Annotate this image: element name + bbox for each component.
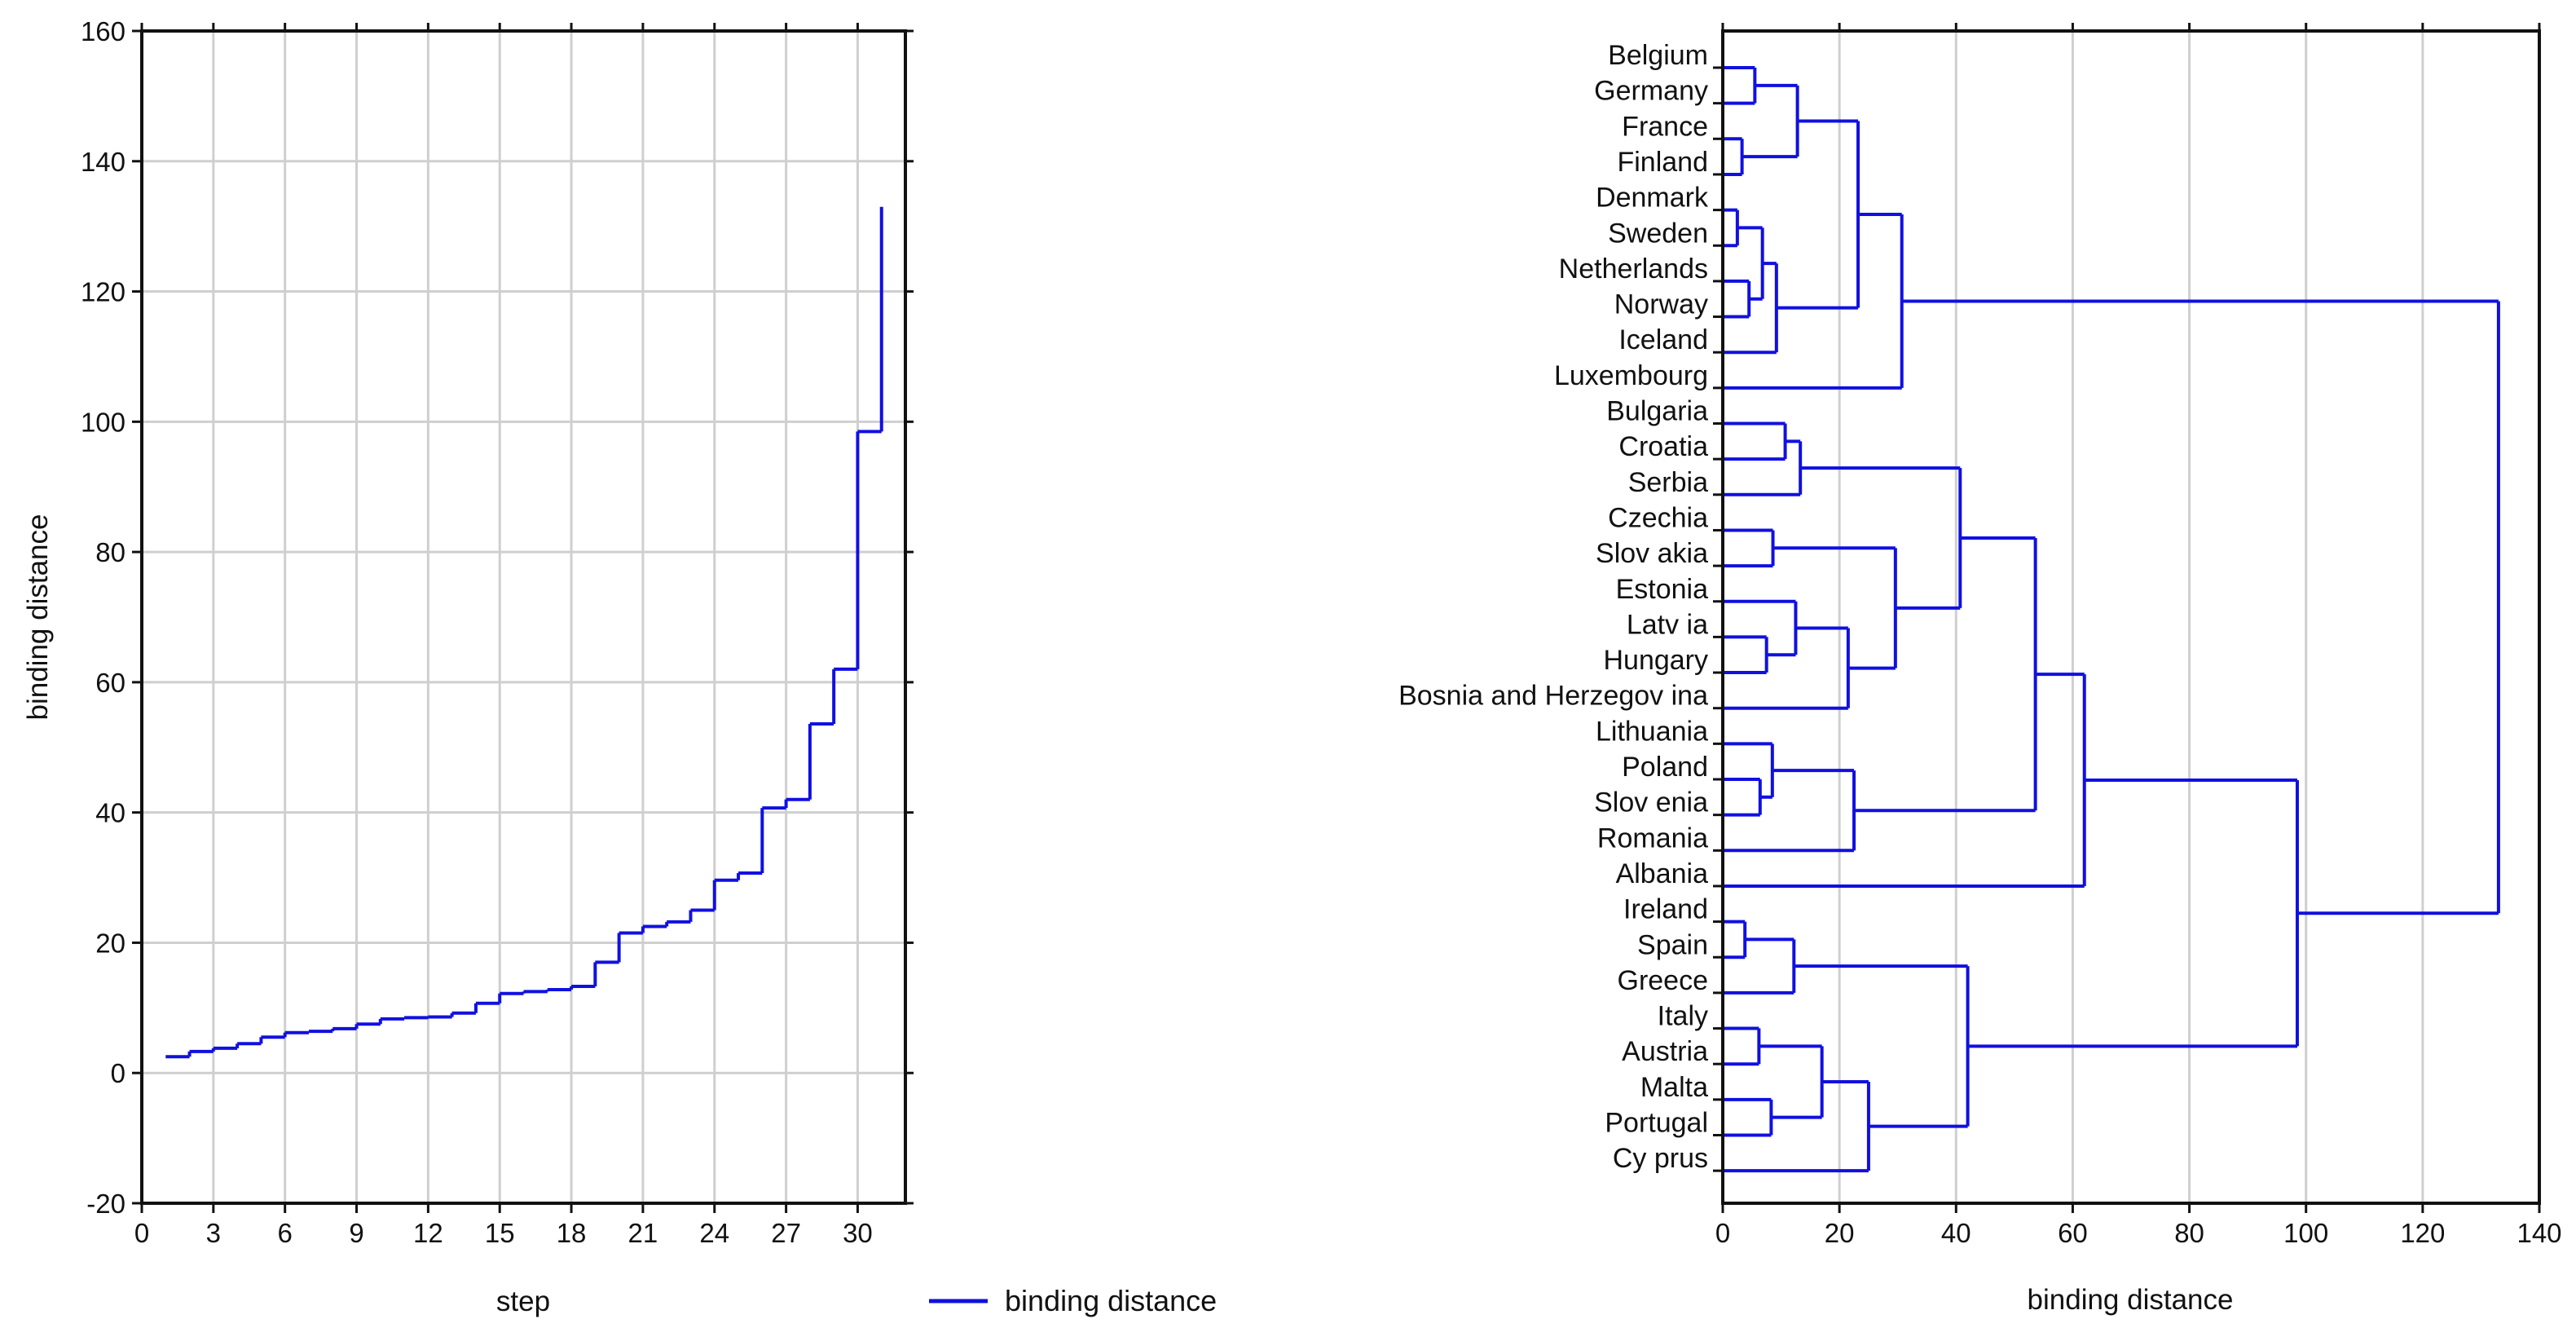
step-chart-x-tick-label: 30	[843, 1218, 873, 1248]
step-chart-x-tick-label: 18	[557, 1218, 587, 1248]
dendrogram-x-tick-label: 120	[2400, 1218, 2445, 1248]
step-chart-x-label: step	[496, 1286, 550, 1317]
dendrogram-leaf-label: Hungary	[1603, 645, 1708, 676]
dendrogram-x-label: binding distance	[2028, 1284, 2234, 1316]
dendrogram-x-tick-label: 100	[2283, 1218, 2328, 1248]
step-chart-y-tick-label: -20	[86, 1189, 125, 1219]
dendrogram-leaf-label: Ireland	[1623, 894, 1708, 925]
dendrogram-leaf-label: Bosnia and Herzegov ina	[1398, 681, 1708, 712]
step-chart-x-tick-label: 12	[413, 1218, 443, 1248]
dendrogram-leaf-label: Iceland	[1618, 324, 1708, 355]
dendrogram-leaf-label: Belgium	[1608, 40, 1708, 71]
step-chart-x-tick-label: 15	[485, 1218, 515, 1248]
dendrogram-x-tick-label: 60	[2058, 1218, 2088, 1248]
dendrogram-leaf-label: Bulgaria	[1606, 396, 1708, 427]
dendrogram-leaf-label: Albania	[1616, 858, 1709, 889]
dendrogram-leaf-label: Spain	[1637, 929, 1708, 960]
dendrogram-leaf-label: Croatia	[1618, 431, 1708, 462]
dendrogram-x-tick-label: 0	[1715, 1218, 1730, 1248]
dendrogram-leaf-label: Serbia	[1628, 467, 1708, 498]
dendrogram-leaf-label: Luxembourg	[1554, 360, 1708, 391]
dendrogram-chart: Belgium Germany France Finland Denmark Sweden…	[1398, 23, 2562, 1316]
dendrogram-leaf-labels: Belgium Germany France Finland Denmark Sweden…	[1398, 40, 1723, 1174]
step-chart-y-tick-label: 40	[95, 798, 125, 828]
dendrogram-leaf-label: Denmark	[1596, 183, 1709, 214]
dendrogram-leaf-label: Austria	[1622, 1036, 1708, 1067]
step-chart-y-tick-label: 0	[111, 1058, 125, 1088]
step-chart-x-tick-label: 21	[628, 1218, 658, 1248]
step-chart-y-label: binding distance	[22, 514, 54, 721]
step-chart-x-tick-label: 9	[349, 1218, 363, 1248]
dendrogram-leaf-label: Slov akia	[1596, 538, 1708, 569]
dendrogram-x-tick-label: 140	[2517, 1218, 2561, 1248]
dendrogram-leaf-label: Slov enia	[1594, 787, 1708, 818]
dendrogram-leaf-label: Norway	[1614, 289, 1708, 320]
dendrogram-x-tick-label: 40	[1941, 1218, 1971, 1248]
step-chart-y-tick-label: 140	[81, 147, 125, 177]
dendrogram-grid	[1838, 31, 2424, 1203]
dendrogram-x-axis: 0 20 40 60 80 100 120 140	[1715, 23, 2562, 1248]
dendrogram-leaf-label: Latv ia	[1627, 609, 1708, 640]
dendrogram-leaf-label: Czechia	[1608, 502, 1708, 533]
dendrogram-leaf-label: Germany	[1594, 76, 1708, 107]
dendrogram-leaf-label: Sweden	[1608, 218, 1708, 249]
legend: binding distance	[929, 1284, 1217, 1317]
step-chart-x-tick-label: 3	[206, 1218, 221, 1248]
step-chart-y-tick-label: 80	[95, 537, 125, 567]
step-chart-x-axis: 0 3 6 9 12 15 18 21 24 27 30	[134, 23, 873, 1248]
dendrogram-leaf-label: Finland	[1617, 147, 1708, 178]
step-chart-y-tick-label: 20	[95, 928, 125, 958]
step-chart-y-tick-label: 60	[95, 668, 125, 698]
step-chart-x-tick-label: 27	[771, 1218, 801, 1248]
step-chart-x-tick-label: 6	[278, 1218, 293, 1248]
dendrogram-x-tick-label: 20	[1825, 1218, 1855, 1248]
dendrogram-x-tick-label: 80	[2174, 1218, 2204, 1248]
dendrogram-leaf-label: Malta	[1640, 1072, 1708, 1103]
step-chart: 0 3 6 9 12 15 18 21 24 27 30 -20 0 20 40 60 80 100 120 140…	[22, 16, 914, 1317]
step-chart-y-tick-label: 160	[81, 16, 125, 46]
dendrogram-leaf-label: Italy	[1658, 1001, 1708, 1032]
step-chart-x-tick-label: 0	[134, 1218, 149, 1248]
dendrogram-leaf-label: Lithuania	[1596, 716, 1708, 747]
dendrogram-frame	[1721, 29, 2541, 1205]
step-chart-frame	[140, 29, 907, 1205]
dendrogram-leaf-label: Portugal	[1605, 1108, 1708, 1139]
step-chart-y-tick-label: 100	[81, 407, 125, 437]
dendrogram-leaf-label: France	[1622, 111, 1708, 142]
dendrogram-leaf-label: Estonia	[1616, 574, 1708, 605]
step-chart-series	[165, 206, 883, 1059]
dendrogram-leaf-label: Cy prus	[1613, 1143, 1708, 1174]
step-chart-x-tick-label: 24	[699, 1218, 729, 1248]
step-chart-y-axis: -20 0 20 40 60 80 100 120 140 160	[81, 16, 914, 1219]
dendrogram-leaf-label: Poland	[1622, 752, 1708, 783]
legend-label: binding distance	[1005, 1284, 1217, 1317]
dendrogram-leaf-label: Greece	[1618, 965, 1709, 996]
dendrogram-leaf-label: Romania	[1597, 823, 1708, 854]
step-chart-grid	[142, 31, 905, 1203]
dendrogram-leaf-label: Netherlands	[1559, 254, 1708, 285]
step-chart-y-tick-label: 120	[81, 277, 125, 307]
dendrogram-links	[1723, 66, 2500, 1173]
